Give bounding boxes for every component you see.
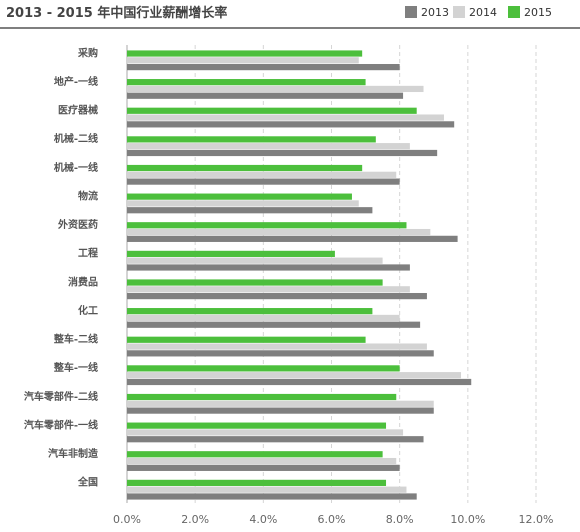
category-label: 机械-一线 bbox=[54, 161, 98, 174]
category-label: 物流 bbox=[78, 189, 98, 202]
bars bbox=[127, 50, 472, 500]
bar-2015 bbox=[127, 107, 417, 114]
bar-2014 bbox=[127, 257, 383, 264]
bar-2013 bbox=[127, 293, 427, 300]
bar-2015 bbox=[127, 193, 352, 200]
bar-2013 bbox=[127, 464, 400, 471]
category-label: 整车-一线 bbox=[53, 361, 98, 374]
x-axis-ticks: 0.0% 2.0% 4.0% 6.0% 8.0% 10.0% 12.0% bbox=[113, 513, 553, 526]
bar-2014 bbox=[127, 85, 424, 93]
x-tick-label: 10.0% bbox=[450, 513, 485, 526]
bar-2014 bbox=[127, 286, 410, 293]
x-tick-label: 8.0% bbox=[386, 513, 414, 526]
bar-2014 bbox=[127, 457, 397, 465]
bar-2014 bbox=[127, 429, 404, 436]
x-tick-label: 4.0% bbox=[249, 513, 277, 526]
category-label: 化工 bbox=[78, 304, 98, 317]
category-label: 汽车零部件-二线 bbox=[24, 390, 98, 403]
bar-2013 bbox=[127, 436, 424, 443]
legend-label-2013: 2013 bbox=[421, 6, 449, 19]
bar-2013 bbox=[127, 235, 458, 242]
bar-2014 bbox=[127, 400, 434, 407]
bar-2013 bbox=[127, 321, 421, 328]
x-tick-label: 2.0% bbox=[181, 513, 209, 526]
x-tick-label: 0.0% bbox=[113, 513, 141, 526]
bar-2013 bbox=[127, 178, 400, 185]
bar-2014 bbox=[127, 314, 400, 322]
bar-2015 bbox=[127, 136, 376, 143]
bar-2013 bbox=[127, 264, 410, 271]
bar-2013 bbox=[127, 378, 472, 386]
category-label: 采购 bbox=[77, 46, 98, 59]
bar-2015 bbox=[127, 250, 335, 257]
bar-2013 bbox=[127, 207, 373, 214]
category-label: 汽车非制造 bbox=[48, 447, 99, 460]
category-label: 医疗器械 bbox=[58, 104, 98, 117]
bar-2015 bbox=[127, 79, 366, 86]
legend-swatch-2014 bbox=[453, 6, 465, 18]
bar-2015 bbox=[127, 164, 363, 172]
bar-2014 bbox=[127, 143, 410, 150]
category-label: 全国 bbox=[77, 476, 98, 489]
bar-2013 bbox=[127, 149, 438, 157]
bar-2015 bbox=[127, 393, 397, 401]
bar-2014 bbox=[127, 343, 427, 350]
bar-2015 bbox=[127, 479, 387, 486]
category-label: 消费品 bbox=[68, 275, 98, 288]
legend: 2013 2014 2015 bbox=[405, 6, 552, 19]
bar-2013 bbox=[127, 350, 434, 357]
category-label: 地产-一线 bbox=[54, 75, 98, 88]
bar-2013 bbox=[127, 493, 417, 500]
category-label: 工程 bbox=[78, 247, 98, 260]
bar-2013 bbox=[127, 92, 404, 99]
bar-2014 bbox=[127, 228, 431, 236]
bar-2014 bbox=[127, 486, 407, 493]
legend-label-2015: 2015 bbox=[524, 6, 552, 19]
legend-label-2014: 2014 bbox=[469, 6, 497, 19]
bar-2014 bbox=[127, 200, 359, 207]
category-label: 汽车零部件-一线 bbox=[24, 418, 98, 431]
bar-2015 bbox=[127, 222, 407, 229]
chart-title: 2013 - 2015 年中国行业薪酬增长率 bbox=[6, 5, 227, 21]
category-label: 整车-二线 bbox=[53, 333, 98, 346]
bar-2015 bbox=[127, 451, 383, 458]
bar-2015 bbox=[127, 279, 383, 286]
bar-2013 bbox=[127, 121, 455, 128]
bar-2014 bbox=[127, 372, 462, 379]
bar-2015 bbox=[127, 365, 400, 372]
legend-swatch-2015 bbox=[508, 6, 520, 18]
bar-2014 bbox=[127, 57, 359, 64]
category-label: 机械-二线 bbox=[54, 132, 98, 145]
bar-2015 bbox=[127, 50, 363, 57]
bar-2015 bbox=[127, 422, 387, 429]
bar-2013 bbox=[127, 407, 434, 414]
bar-2014 bbox=[127, 171, 397, 178]
legend-swatch-2013 bbox=[405, 6, 417, 18]
x-tick-label: 6.0% bbox=[318, 513, 346, 526]
category-labels: 采购地产-一线医疗器械机械-二线机械-一线物流外资医药工程消费品化工整车-二线整… bbox=[24, 46, 99, 488]
bar-2013 bbox=[127, 64, 400, 71]
category-label: 外资医药 bbox=[57, 218, 98, 231]
bar-2014 bbox=[127, 114, 444, 121]
bar-2015 bbox=[127, 308, 373, 315]
x-tick-label: 12.0% bbox=[519, 513, 554, 526]
bar-2015 bbox=[127, 336, 366, 343]
